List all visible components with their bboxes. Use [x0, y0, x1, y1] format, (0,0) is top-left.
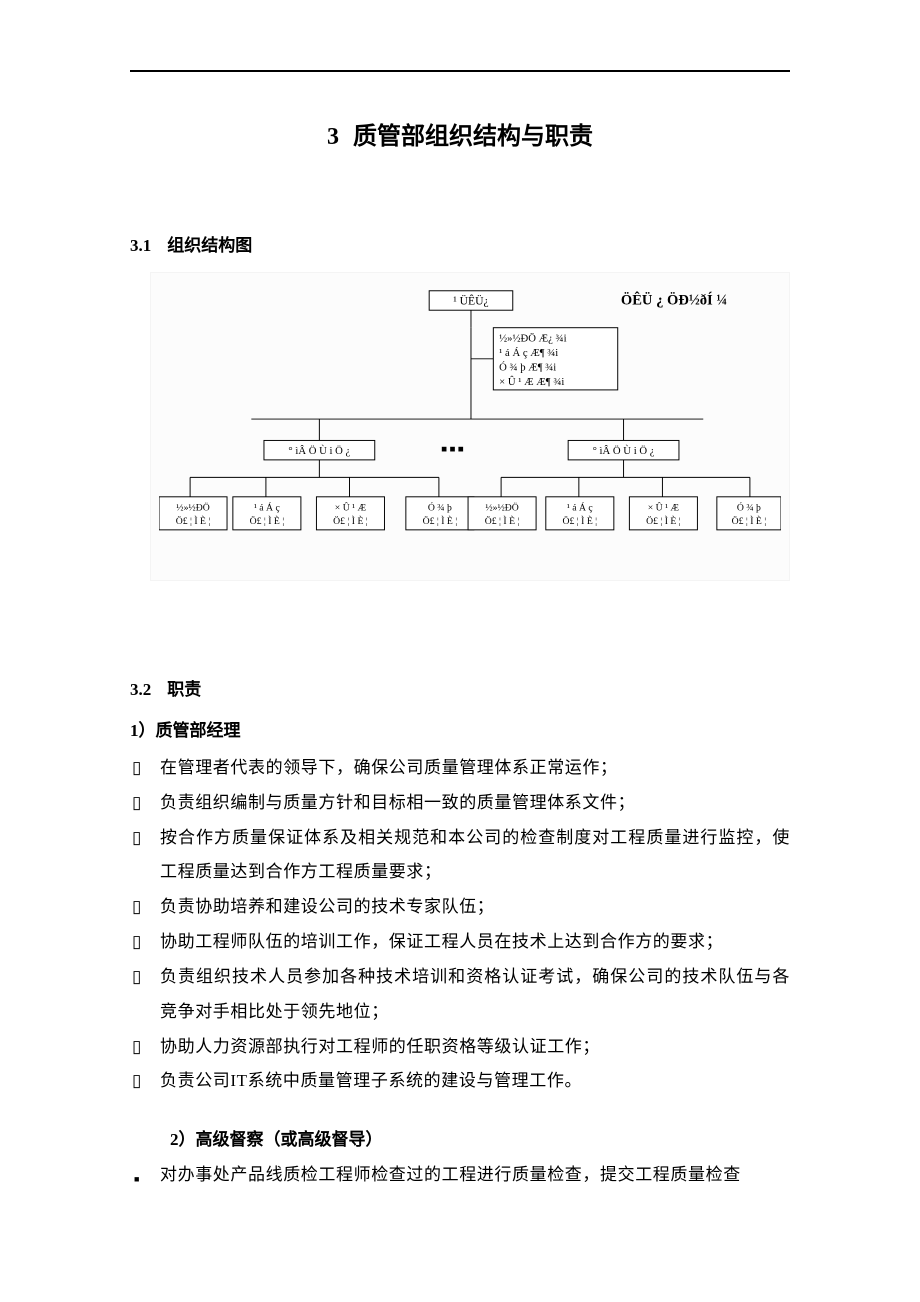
list-item: 负责协助培养和建设公司的技术专家队伍；: [160, 890, 790, 925]
chart-mid-line-2: Ó ¾ þ Æ¶ ¾i: [499, 361, 556, 373]
document-page: 3 质管部组织结构与职责 3.1 组织结构图 ¹ ÜÊÜ¿ ÖÊÜ ¿ ÖÐ½ðÍ …: [0, 0, 920, 1302]
subsection-3-1: 3.1 组织结构图: [130, 231, 790, 256]
svg-text:¹ á Á ç: ¹ á Á ç: [567, 501, 594, 513]
list-item: 协助人力资源部执行对工程师的任职资格等级认证工作；: [160, 1030, 790, 1065]
bullet-glyph: ▯: [130, 751, 160, 786]
list-item: 对办事处产品线质检工程师检查过的工程进行质量检查，提交工程质量检查: [160, 1158, 790, 1193]
svg-text:Ö£ ¦ Ì È ¦: Ö£ ¦ Ì È ¦: [176, 515, 211, 527]
section-title: 3 质管部组织结构与职责: [130, 116, 790, 151]
chart-top-box: ¹ ÜÊÜ¿: [453, 293, 489, 307]
bullet-glyph: ▯: [130, 890, 160, 925]
list-item: 负责组织编制与质量方针和目标相一致的质量管理体系文件；: [160, 786, 790, 821]
org-chart-svg: ¹ ÜÊÜ¿ ÖÊÜ ¿ ÖÐ½ðÍ ¼ ½»½ÐÖ Æ¿ ¾i ¹ á Á ç…: [159, 283, 781, 565]
chart-caption: ÖÊÜ ¿ ÖÐ½ðÍ ¼: [621, 291, 727, 308]
svg-text:½»½ÐÖ: ½»½ÐÖ: [176, 501, 209, 513]
role-1-heading: 1）质管部经理: [130, 716, 790, 741]
svg-text:× Û ¹ Æ: × Û ¹ Æ: [335, 501, 367, 513]
org-chart: ¹ ÜÊÜ¿ ÖÊÜ ¿ ÖÐ½ðÍ ¼ ½»½ÐÖ Æ¿ ¾i ¹ á Á ç…: [150, 272, 790, 581]
subsection-3-2: 3.2 职责: [130, 675, 790, 700]
svg-text:½»½ÐÖ: ½»½ÐÖ: [485, 501, 518, 513]
bullet-square-icon: ■: [130, 1158, 160, 1188]
svg-text:Ó ¾ þ: Ó ¾ þ: [428, 501, 452, 513]
list-item: 负责公司IT系统中质量管理子系统的建设与管理工作。: [160, 1064, 790, 1099]
bullet-glyph: ▯: [130, 960, 160, 995]
chart-office-right: ° ìÂ Ö Ù i Ö ¿: [593, 445, 655, 457]
svg-text:Ö£ ¦ Ì È ¦: Ö£ ¦ Ì È ¦: [485, 515, 520, 527]
subsection-number: 3.1: [130, 236, 151, 255]
svg-text:Ö£ ¦ Ì È ¦: Ö£ ¦ Ì È ¦: [732, 515, 767, 527]
list-item: 协助工程师队伍的培训工作，保证工程人员在技术上达到合作方的要求；: [160, 925, 790, 960]
chart-mid-line-3: × Û ¹ Æ Æ¶ ¾i: [499, 376, 564, 388]
svg-text:Ö£ ¦ Ì È ¦: Ö£ ¦ Ì È ¦: [646, 515, 681, 527]
top-rule: [130, 70, 790, 72]
chart-mid-line-0: ½»½ÐÖ Æ¿ ¾i: [499, 332, 566, 344]
svg-text:Ó ¾ þ: Ó ¾ þ: [737, 501, 761, 513]
svg-text:Ö£ ¦ Ì È ¦: Ö£ ¦ Ì È ¦: [423, 515, 458, 527]
chart-bottom-row: ½»½ÐÖ Ö£ ¦ Ì È ¦ ¹ á Á ç Ö£ ¦ Ì È ¦ × Û …: [159, 497, 781, 530]
chart-dots: ■ ■ ■: [441, 444, 464, 455]
svg-text:Ö£ ¦ Ì È ¦: Ö£ ¦ Ì È ¦: [250, 515, 285, 527]
bullet-glyph: ▯: [130, 786, 160, 821]
role-2-heading: 2）高级督察（或高级督导）: [170, 1125, 790, 1150]
bullet-glyph: ▯: [130, 925, 160, 960]
role-1-list: ▯在管理者代表的领导下，确保公司质量管理体系正常运作； ▯负责组织编制与质量方针…: [130, 751, 790, 1099]
chart-office-left: ° ìÂ Ö Ù i Ö ¿: [288, 445, 350, 457]
svg-text:Ö£ ¦ Ì È ¦: Ö£ ¦ Ì È ¦: [333, 515, 368, 527]
list-item: 按合作方质量保证体系及相关规范和本公司的检查制度对工程质量进行监控，使工程质量达…: [160, 821, 790, 891]
list-item: 负责组织技术人员参加各种技术培训和资格认证考试，确保公司的技术队伍与各竞争对手相…: [160, 960, 790, 1030]
subsection-text: 职责: [167, 680, 201, 699]
svg-text:× Û ¹ Æ: × Û ¹ Æ: [648, 501, 680, 513]
subsection-number: 3.2: [130, 680, 151, 699]
list-item: 在管理者代表的领导下，确保公司质量管理体系正常运作；: [160, 751, 790, 786]
svg-text:¹ á Á ç: ¹ á Á ç: [254, 501, 281, 513]
title-text: 质管部组织结构与职责: [353, 124, 593, 150]
bullet-glyph: ▯: [130, 821, 160, 856]
chart-mid-line-1: ¹ á Á ç Æ¶ ¾i: [499, 347, 558, 359]
role-2-list: ■对办事处产品线质检工程师检查过的工程进行质量检查，提交工程质量检查: [130, 1158, 790, 1193]
bullet-glyph: ▯: [130, 1030, 160, 1065]
bullet-glyph: ▯: [130, 1064, 160, 1099]
title-number: 3: [327, 124, 339, 150]
svg-text:Ö£ ¦ Ì È ¦: Ö£ ¦ Ì È ¦: [563, 515, 598, 527]
subsection-text: 组织结构图: [167, 236, 252, 255]
